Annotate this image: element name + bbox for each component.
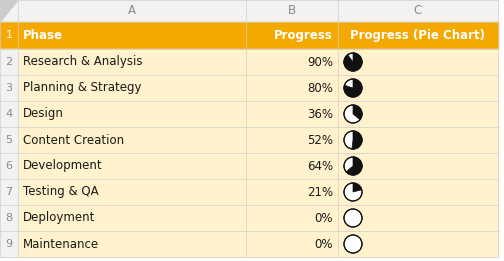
Wedge shape xyxy=(346,157,362,175)
Polygon shape xyxy=(0,0,18,22)
Text: Maintenance: Maintenance xyxy=(23,238,99,251)
Wedge shape xyxy=(352,131,362,149)
Text: C: C xyxy=(414,4,422,17)
Text: 1: 1 xyxy=(6,31,13,40)
Bar xyxy=(0,75,18,101)
Text: Progress: Progress xyxy=(274,29,333,42)
Text: 36%: 36% xyxy=(307,108,333,121)
Text: Design: Design xyxy=(23,108,64,121)
Text: Research & Analysis: Research & Analysis xyxy=(23,56,143,68)
Text: 3: 3 xyxy=(6,83,13,93)
Text: 52%: 52% xyxy=(307,133,333,146)
Bar xyxy=(0,231,498,257)
Wedge shape xyxy=(353,105,362,120)
Bar xyxy=(0,127,18,153)
Wedge shape xyxy=(353,183,362,192)
Bar xyxy=(0,101,498,127)
Text: Development: Development xyxy=(23,159,103,173)
Bar xyxy=(0,205,18,231)
Circle shape xyxy=(344,79,362,97)
Text: 8: 8 xyxy=(6,213,13,223)
Text: 64%: 64% xyxy=(307,159,333,173)
Text: B: B xyxy=(288,4,296,17)
Circle shape xyxy=(344,131,362,149)
Bar xyxy=(0,22,498,49)
Bar xyxy=(0,75,498,101)
Circle shape xyxy=(344,235,362,253)
Bar xyxy=(0,127,498,153)
Text: 7: 7 xyxy=(6,187,13,197)
Text: 4: 4 xyxy=(6,109,13,119)
Circle shape xyxy=(344,105,362,123)
Circle shape xyxy=(344,209,362,227)
Circle shape xyxy=(344,183,362,201)
Text: 21%: 21% xyxy=(307,186,333,199)
Bar xyxy=(0,49,18,75)
Bar xyxy=(0,205,498,231)
Bar xyxy=(0,231,18,257)
Bar xyxy=(0,101,18,127)
Text: 0%: 0% xyxy=(314,238,333,251)
Bar xyxy=(0,179,18,205)
Bar xyxy=(0,0,498,22)
Text: 9: 9 xyxy=(6,239,13,249)
Text: 6: 6 xyxy=(6,161,13,171)
Text: 0%: 0% xyxy=(314,211,333,224)
Circle shape xyxy=(344,157,362,175)
Wedge shape xyxy=(344,79,362,97)
Circle shape xyxy=(344,53,362,71)
Text: 90%: 90% xyxy=(307,56,333,68)
Bar xyxy=(0,153,18,179)
Text: 5: 5 xyxy=(6,135,13,145)
Text: A: A xyxy=(128,4,136,17)
Text: Deployment: Deployment xyxy=(23,211,95,224)
Text: Testing & QA: Testing & QA xyxy=(23,186,99,199)
Bar xyxy=(0,179,498,205)
Text: 2: 2 xyxy=(6,57,13,67)
Text: 80%: 80% xyxy=(307,81,333,94)
Wedge shape xyxy=(344,53,362,71)
Text: Planning & Strategy: Planning & Strategy xyxy=(23,81,142,94)
Bar xyxy=(0,153,498,179)
Text: Progress (Pie Chart): Progress (Pie Chart) xyxy=(350,29,485,42)
Text: Content Creation: Content Creation xyxy=(23,133,124,146)
Text: Phase: Phase xyxy=(23,29,63,42)
Bar xyxy=(0,49,498,75)
